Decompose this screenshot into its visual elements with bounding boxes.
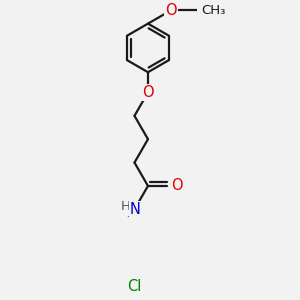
Text: O: O <box>166 3 177 18</box>
Text: O: O <box>171 178 182 194</box>
Text: H: H <box>121 200 131 213</box>
Text: N: N <box>130 202 141 217</box>
Text: O: O <box>142 85 154 100</box>
Text: Cl: Cl <box>127 279 142 294</box>
Text: CH₃: CH₃ <box>202 4 226 16</box>
